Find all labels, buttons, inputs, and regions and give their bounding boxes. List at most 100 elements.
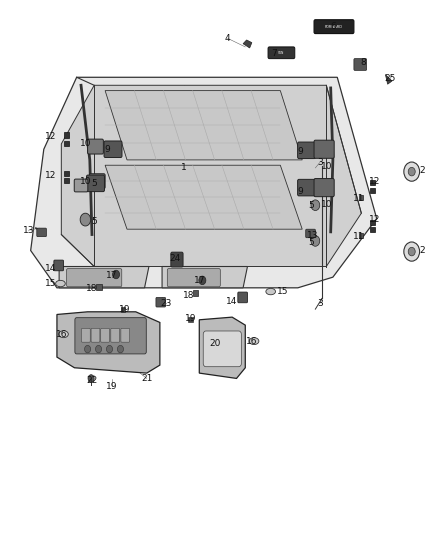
Text: 2: 2 [420,166,425,175]
Bar [96,284,102,290]
FancyBboxPatch shape [74,179,88,192]
FancyBboxPatch shape [81,328,90,342]
Bar [64,178,69,183]
FancyBboxPatch shape [88,139,103,154]
Text: 25: 25 [384,75,396,83]
Text: 12: 12 [369,215,380,224]
FancyBboxPatch shape [268,47,295,59]
Text: 24: 24 [170,254,181,263]
Ellipse shape [266,288,276,295]
Bar [64,171,69,176]
Text: 16: 16 [56,330,67,338]
Bar [359,195,363,200]
Text: 5: 5 [308,201,314,209]
Bar [193,290,198,296]
Circle shape [113,270,120,279]
Ellipse shape [249,338,259,344]
Text: 5: 5 [308,238,314,247]
Circle shape [311,200,320,211]
Text: 17: 17 [106,271,117,279]
Text: 6: 6 [330,22,336,31]
Text: 2: 2 [420,246,425,255]
Circle shape [88,375,94,382]
FancyBboxPatch shape [171,252,183,267]
Bar [64,132,69,138]
FancyBboxPatch shape [67,269,122,287]
FancyBboxPatch shape [91,328,100,342]
Text: 15: 15 [45,279,56,288]
Text: 10: 10 [80,177,91,185]
Bar [359,233,363,238]
Polygon shape [61,85,361,266]
Ellipse shape [208,332,237,364]
Text: 10: 10 [80,140,91,148]
Text: 9: 9 [297,188,303,196]
FancyBboxPatch shape [203,331,241,367]
FancyBboxPatch shape [89,174,105,189]
FancyBboxPatch shape [156,297,166,307]
Circle shape [404,162,420,181]
Text: 14: 14 [226,297,238,305]
Text: 10: 10 [321,200,332,209]
Text: 11: 11 [353,232,365,241]
FancyBboxPatch shape [75,318,146,354]
Text: 14: 14 [45,264,56,272]
FancyBboxPatch shape [104,141,122,158]
Text: 10: 10 [321,162,332,171]
FancyBboxPatch shape [297,179,315,196]
Polygon shape [105,165,302,229]
Text: 22: 22 [86,376,98,384]
FancyBboxPatch shape [306,229,315,238]
Text: 3: 3 [317,158,323,167]
FancyBboxPatch shape [87,175,105,191]
Text: 12: 12 [369,177,380,185]
FancyBboxPatch shape [314,179,334,197]
Circle shape [311,236,320,246]
Text: 13: 13 [23,226,34,235]
Text: 12: 12 [45,172,56,180]
FancyBboxPatch shape [37,228,46,237]
Bar [64,141,69,146]
FancyBboxPatch shape [54,260,64,271]
Bar [121,307,125,312]
Text: 9: 9 [104,145,110,154]
Bar [370,220,375,225]
FancyBboxPatch shape [297,142,315,159]
Text: 18: 18 [86,285,98,293]
Ellipse shape [59,330,68,338]
Text: FORWARD: FORWARD [325,25,343,29]
Bar [370,227,375,232]
Text: 15: 15 [277,287,288,296]
Text: 4: 4 [225,34,230,43]
Text: 12: 12 [45,133,56,141]
Circle shape [199,276,206,285]
FancyBboxPatch shape [111,328,120,342]
Polygon shape [385,75,392,84]
Text: 5: 5 [91,217,97,225]
Text: SUN: SUN [278,51,284,55]
Text: 1: 1 [181,164,187,172]
Text: 13: 13 [307,231,319,240]
Text: 8: 8 [360,59,367,67]
Polygon shape [199,317,245,378]
FancyBboxPatch shape [314,140,334,158]
Bar [188,317,193,322]
FancyBboxPatch shape [238,292,247,303]
Circle shape [95,345,102,353]
Polygon shape [243,40,252,48]
FancyBboxPatch shape [167,269,220,287]
Circle shape [85,345,91,353]
FancyBboxPatch shape [354,59,367,70]
Polygon shape [105,91,302,160]
Polygon shape [59,266,149,288]
Circle shape [106,345,113,353]
Text: 16: 16 [246,337,258,345]
Ellipse shape [56,280,65,287]
FancyBboxPatch shape [314,20,354,34]
Text: 11: 11 [353,195,365,203]
Text: 3: 3 [317,300,323,308]
Bar [370,188,375,193]
FancyBboxPatch shape [121,328,130,342]
Text: 9: 9 [297,148,303,156]
Text: 21: 21 [141,374,152,383]
